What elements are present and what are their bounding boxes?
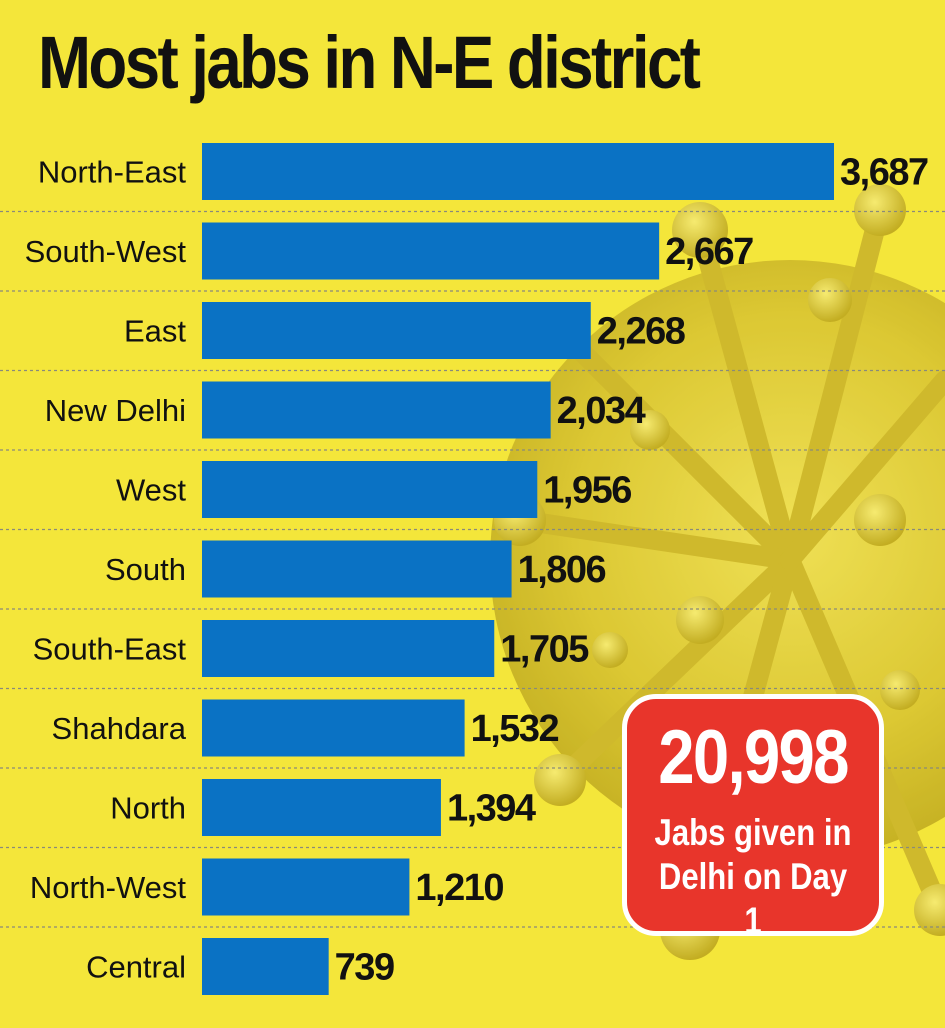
category-label: West [116, 473, 186, 508]
value-label: 1,806 [518, 549, 606, 591]
total-jabs-callout: 20,998 Jabs given in Delhi on Day 1 [622, 694, 884, 941]
value-label: 1,394 [447, 788, 536, 830]
category-label: South [105, 552, 186, 587]
category-label: East [124, 314, 186, 349]
total-jabs-caption-line2: Delhi on Day 1 [658, 856, 848, 941]
category-label: North-East [38, 155, 187, 190]
value-label: 2,268 [597, 311, 685, 353]
bar [202, 222, 660, 280]
category-label: North [110, 791, 186, 826]
total-jabs-caption-line1: Jabs given in [654, 812, 852, 853]
value-label: 739 [335, 947, 394, 989]
total-jabs-caption: Jabs given in Delhi on Day 1 [647, 811, 859, 943]
bar [202, 699, 465, 757]
bar [202, 779, 441, 836]
value-label: 2,667 [665, 231, 753, 273]
total-jabs-value: 20,998 [658, 715, 849, 800]
category-label: Central [86, 950, 186, 985]
value-label: 3,687 [840, 152, 928, 194]
value-label: 1,210 [415, 867, 503, 909]
category-label: South-East [33, 632, 187, 667]
bar [202, 381, 551, 439]
chart-title: Most jabs in N-E district [38, 21, 701, 104]
value-label: 1,532 [471, 708, 559, 750]
value-label: 1,705 [500, 629, 589, 671]
category-label: New Delhi [45, 393, 186, 428]
bar [202, 858, 410, 916]
category-label: South-West [25, 234, 187, 269]
bar [202, 302, 591, 359]
category-label: Shahdara [52, 711, 187, 746]
bar [202, 540, 512, 598]
category-label: North-West [30, 870, 187, 905]
value-label: 2,034 [557, 390, 646, 432]
bar [202, 461, 538, 518]
bar [202, 938, 329, 995]
bar [202, 620, 495, 677]
bar [202, 143, 834, 200]
value-label: 1,956 [543, 470, 631, 512]
